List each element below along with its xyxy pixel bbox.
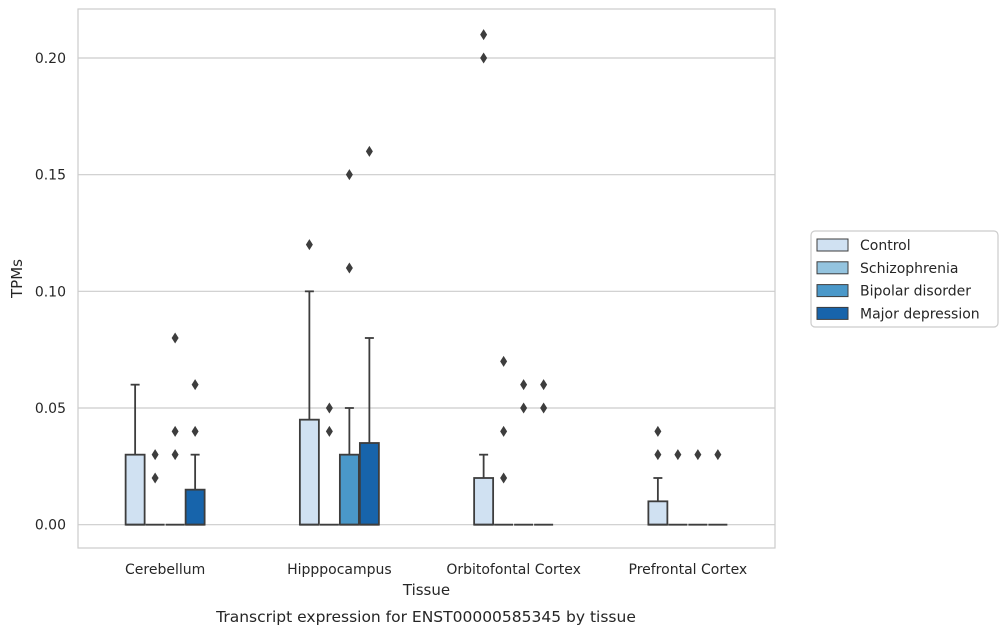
outlier-point: [480, 52, 488, 64]
x-tick-label: Hipppocampus: [287, 562, 392, 578]
legend-label: Bipolar disorder: [860, 284, 971, 300]
box-major-depression: [358, 145, 380, 526]
outlier-point: [191, 425, 199, 437]
box-bipolar-disorder: [688, 449, 708, 526]
x-tick-label: Prefrontal Cortex: [629, 562, 748, 578]
outlier-point: [305, 239, 313, 251]
legend-swatch: [816, 284, 849, 298]
y-tick-label: 0.20: [35, 51, 66, 67]
outlier-point: [694, 449, 702, 461]
box-bipolar-disorder: [338, 169, 360, 526]
y-tick-labels: 0.00 0.05 0.10 0.15 0.20: [35, 51, 66, 534]
y-tick-label: 0.10: [35, 284, 66, 300]
outlier-point: [325, 425, 333, 437]
legend-swatch: [816, 238, 849, 252]
x-tick-label: Cerebellum: [125, 562, 205, 578]
legend-label: Schizophrenia: [860, 261, 958, 277]
outlier-point: [151, 449, 159, 461]
outlier-point: [714, 449, 722, 461]
box-bipolar-disorder: [165, 332, 185, 526]
box-rect: [647, 500, 669, 526]
outlier-point: [500, 425, 508, 437]
outlier-point: [654, 425, 662, 437]
box-rect: [473, 477, 495, 526]
outlier-point: [500, 472, 508, 484]
x-axis-label: Tissue: [402, 581, 450, 599]
outlier-point: [151, 472, 159, 484]
outlier-point: [500, 355, 508, 367]
outlier-point: [171, 332, 179, 344]
legend-swatch: [816, 261, 849, 275]
box-control: [647, 425, 669, 526]
outlier-point: [345, 262, 353, 274]
legend: Control Schizophrenia Bipolar disorder Majo…: [810, 230, 999, 328]
legend-label: Control: [860, 238, 911, 254]
x-tick-label: Orbitofontal Cortex: [446, 562, 581, 578]
box-series: [124, 29, 728, 526]
chart-caption: Transcript expression for ENST0000058534…: [215, 608, 636, 626]
box-rect: [358, 442, 380, 526]
box-rect: [184, 488, 206, 526]
outlier-point: [654, 449, 662, 461]
x-tick-labels: Cerebellum Hipppocampus Orbitofontal Corte…: [125, 562, 747, 578]
outlier-point: [191, 379, 199, 391]
outlier-point: [171, 449, 179, 461]
box-schizophrenia: [668, 449, 688, 526]
box-control: [298, 239, 320, 526]
box-control: [124, 383, 146, 526]
legend-frame: [810, 230, 999, 328]
box-rect: [338, 453, 360, 526]
outlier-point: [520, 379, 528, 391]
box-major-depression: [184, 379, 206, 526]
outlier-point: [171, 425, 179, 437]
outlier-point: [325, 402, 333, 414]
outlier-point: [345, 169, 353, 181]
outlier-point: [540, 402, 548, 414]
box-control: [473, 29, 495, 526]
outlier-point: [674, 449, 682, 461]
outlier-point: [540, 379, 548, 391]
y-tick-label: 0.00: [35, 518, 66, 534]
legend-swatch: [816, 306, 849, 320]
box-major-depression: [534, 379, 554, 526]
box-schizophrenia: [145, 449, 165, 526]
box-rect: [298, 418, 320, 526]
y-axis-label: TPMs: [8, 259, 26, 299]
plot-frame: [77, 8, 776, 549]
outlier-point: [365, 145, 373, 157]
legend-label: Major depression: [860, 306, 980, 322]
outlier-point: [480, 29, 488, 41]
box-rect: [124, 453, 146, 526]
outlier-point: [520, 402, 528, 414]
y-tick-label: 0.05: [35, 401, 66, 417]
y-tick-label: 0.15: [35, 168, 66, 184]
box-schizophrenia: [319, 402, 339, 526]
box-major-depression: [708, 449, 728, 526]
box-schizophrenia: [494, 355, 514, 526]
box-bipolar-disorder: [514, 379, 534, 526]
